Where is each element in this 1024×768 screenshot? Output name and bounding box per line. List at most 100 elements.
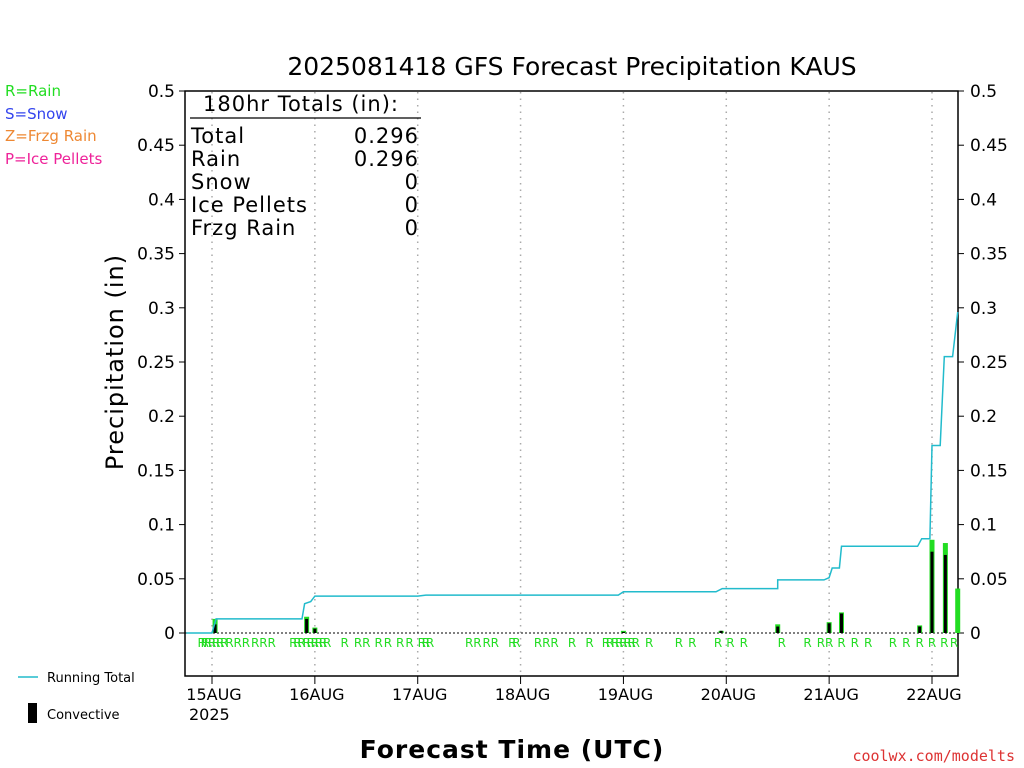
- rain-type-mark: R: [311, 636, 319, 650]
- rain-type-mark: R: [778, 636, 786, 650]
- totals-value: 0.296: [354, 147, 419, 171]
- y-tick-label: 0.35: [970, 245, 1008, 265]
- rain-type-mark: R: [208, 636, 216, 650]
- rain-type-mark: R: [289, 636, 297, 650]
- rain-type-mark: R: [619, 636, 627, 650]
- y-tick-label: 0.45: [970, 136, 1008, 156]
- rain-type-mark: R: [602, 636, 610, 650]
- convective-bar: [827, 623, 831, 633]
- rain-type-mark: R: [542, 636, 550, 650]
- rain-type-mark: R: [465, 636, 473, 650]
- rain-type-mark: R: [251, 636, 259, 650]
- totals-value: 0: [405, 216, 419, 240]
- chart-title: 2025081418 GFS Forecast Precipitation KA…: [287, 52, 856, 81]
- rain-type-mark: R: [837, 636, 845, 650]
- rain-type-mark: R: [405, 636, 413, 650]
- rain-type-mark: R: [426, 636, 434, 650]
- running-total-legend-label: Running Total: [47, 671, 135, 686]
- y-tick-label: 0.1: [970, 516, 997, 536]
- rain-type-mark: R: [418, 636, 426, 650]
- y-tick-label: 0.3: [970, 299, 997, 319]
- rain-type-mark: R: [615, 636, 623, 650]
- rain-type-mark: R: [341, 636, 349, 650]
- convective-bar: [930, 551, 934, 633]
- type-legend: R=Rain S=Snow Z=Frzg Rain P=Ice Pellets: [5, 82, 102, 168]
- y-axis-right: 0 0.05 0.1 0.15 0.2 0.25 0.3 0.35 0.4 0.45 0.5: [958, 82, 1008, 644]
- rain-type-mark: R: [354, 636, 362, 650]
- totals-value: 0: [405, 193, 419, 217]
- rain-type-mark: R: [204, 636, 212, 650]
- y-tick-label: 0.5: [970, 82, 997, 102]
- rain-type-mark: R: [422, 636, 430, 650]
- x-axis: 15AUG 16AUG 17AUG 18AUG 19AUG 20AUG 21AUG 22AUG: [186, 676, 962, 704]
- convective-bar: [313, 628, 317, 633]
- totals-label: Ice Pellets: [191, 193, 308, 217]
- y-tick-label: 0.4: [970, 190, 997, 210]
- rain-type-mark: R: [585, 636, 593, 650]
- totals-label: Rain: [191, 147, 241, 171]
- rain-type-mark: R: [611, 636, 619, 650]
- rain-type-mark: R: [688, 636, 696, 650]
- rain-type-mark: R: [512, 636, 520, 650]
- convective-bar: [621, 631, 625, 633]
- convective-bar: [943, 554, 947, 633]
- rain-type-mark: R: [928, 636, 936, 650]
- rain-type-mark: R: [297, 636, 305, 650]
- rain-type-mark: R: [473, 636, 481, 650]
- grid-lines: [185, 92, 958, 675]
- convective-bar: [839, 613, 843, 633]
- rain-type-mark: R: [307, 636, 315, 650]
- rain-type-mark: R: [201, 636, 209, 650]
- legend-snow: S=Snow: [5, 105, 68, 123]
- x-tick-label: 18AUG: [495, 685, 550, 704]
- convective-legend-label: Convective: [47, 708, 120, 723]
- convective-bar: [305, 618, 309, 633]
- convective-bar: [918, 626, 922, 633]
- totals-label: Total: [190, 124, 245, 148]
- y-tick-label: 0.5: [148, 82, 175, 102]
- rain-type-mark: R: [803, 636, 811, 650]
- totals-box: 180hr Totals (in): Total 0.296 Rain 0.29…: [190, 92, 421, 240]
- y-tick-label: 0.35: [137, 245, 175, 265]
- y-tick-label: 0: [970, 624, 981, 644]
- rain-type-mark: R: [225, 636, 233, 650]
- x-tick-label: 21AUG: [803, 685, 858, 704]
- y-tick-label: 0.15: [137, 461, 175, 481]
- rain-type-mark: R: [198, 636, 206, 650]
- y-tick-label: 0.25: [137, 353, 175, 373]
- convective-legend-swatch: [28, 703, 37, 723]
- rain-type-mark: R: [242, 636, 250, 650]
- credit-text: coolwx.com/modelts: [852, 747, 1015, 765]
- rain-type-mark: R: [216, 636, 224, 650]
- totals-label: Snow: [191, 170, 252, 194]
- rain-type-mark: R: [362, 636, 370, 650]
- rain-type-mark: R: [302, 636, 310, 650]
- rain-type-mark: R: [864, 636, 872, 650]
- y-tick-label: 0.45: [137, 136, 175, 156]
- running-total-line-group: [186, 312, 959, 634]
- y-tick-label: 0.2: [148, 407, 175, 427]
- rain-type-mark: R: [950, 636, 958, 650]
- convective-bar: [719, 630, 723, 633]
- rain-type-mark: R: [482, 636, 490, 650]
- x-tick-label: 16AUG: [289, 685, 344, 704]
- rain-type-mark: R: [315, 636, 323, 650]
- rain-type-mark: R: [396, 636, 404, 650]
- rain-type-mark: R: [632, 636, 640, 650]
- precip-bar: [955, 588, 961, 633]
- precip-bars: [212, 539, 961, 633]
- x-tick-label: 17AUG: [392, 685, 447, 704]
- rain-type-mark: R: [319, 636, 327, 650]
- totals-value: 0.296: [354, 124, 419, 148]
- y-axis-label: Precipitation (in): [101, 254, 129, 470]
- convective-bar: [776, 626, 780, 633]
- legend-frzg-rain: Z=Frzg Rain: [5, 127, 97, 145]
- totals-label: Frzg Rain: [191, 216, 296, 240]
- y-tick-label: 0.25: [970, 353, 1008, 373]
- x-axis-label: Forecast Time (UTC): [360, 735, 665, 764]
- rain-type-mark: R: [293, 636, 301, 650]
- rain-type-mark: R: [534, 636, 542, 650]
- rain-type-mark: R: [568, 636, 576, 650]
